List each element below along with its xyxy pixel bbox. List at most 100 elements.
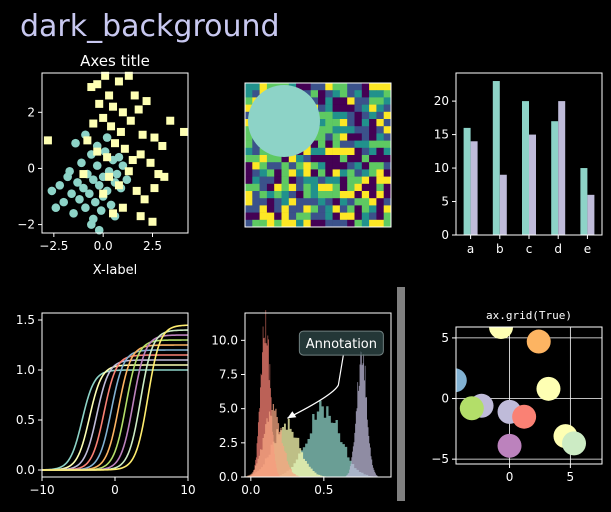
scatter-square-point <box>95 100 103 108</box>
y-tick-label: 0 <box>441 228 449 242</box>
heatmap-cell <box>347 220 355 228</box>
heatmap-cell <box>369 148 377 156</box>
heatmap-cell <box>274 177 282 185</box>
x-tick-label: 0.0 <box>94 239 113 253</box>
x-tick-label: 0 <box>111 483 119 497</box>
heatmap-cell <box>355 169 363 177</box>
heatmap-cell <box>252 184 260 192</box>
heatmap-cell <box>282 213 290 221</box>
scatter-square-point <box>107 122 115 130</box>
heatmap-cell <box>260 155 268 163</box>
x-tick-label: −10 <box>29 483 54 497</box>
heatmap-cell <box>347 112 355 120</box>
heatmap-cell <box>355 90 363 98</box>
bar <box>500 175 507 235</box>
heatmap-cell <box>260 83 268 91</box>
heatmap-cell <box>376 169 384 177</box>
heatmap-cell <box>376 213 384 221</box>
heatmap-cell <box>325 90 333 98</box>
heatmap-cell <box>325 119 333 127</box>
scatter-circle-point <box>77 159 86 168</box>
heatmap-cell <box>340 97 348 105</box>
scatter-square-point <box>131 91 139 99</box>
heatmap-cell <box>355 97 363 105</box>
heatmap-cell <box>355 177 363 185</box>
y-tick-label: 0.0 <box>219 470 238 484</box>
heatmap-cell <box>376 191 384 199</box>
heatmap-cell <box>340 112 348 120</box>
heatmap-cell <box>376 198 384 206</box>
scatter-square-point <box>137 212 145 220</box>
heatmap-cell <box>369 191 377 199</box>
heatmap-cell <box>318 169 326 177</box>
heatmap-cell <box>289 198 297 206</box>
grid-scatter-point <box>562 431 586 455</box>
heatmap-cell <box>355 126 363 134</box>
heatmap-cell <box>355 205 363 213</box>
heatmap-cell <box>340 191 348 199</box>
heatmap-cell <box>311 213 319 221</box>
sigmoid-line <box>42 365 188 470</box>
heatmap-cell <box>296 198 304 206</box>
heatmap-cell <box>347 83 355 91</box>
heatmap-cell <box>340 205 348 213</box>
scatter-axes: −2.5 0.0 2.5 −2 0 2 Axes title X-label <box>17 52 188 278</box>
heatmap-cell <box>296 162 304 170</box>
x-tick-label: 0.0 <box>241 483 260 497</box>
heatmap-cell <box>369 213 377 221</box>
heatmap-cell <box>333 169 341 177</box>
heatmap-cell <box>384 112 392 120</box>
heatmap-cell <box>252 148 260 156</box>
y-tick-label: 5 <box>441 195 449 209</box>
heatmap-cell <box>311 177 319 185</box>
heatmap-cell <box>303 205 311 213</box>
grid-scatter-title: ax.grid(True) <box>486 309 572 322</box>
heatmap-cell <box>311 169 319 177</box>
heatmap-cell <box>369 205 377 213</box>
heatmap-cell <box>245 97 253 105</box>
heatmap-cell <box>347 126 355 134</box>
scatter-circle-point <box>55 181 64 190</box>
scatter-circle-point <box>75 195 84 204</box>
scatter-circle-point <box>69 209 78 218</box>
heatmap-cell <box>296 155 304 163</box>
heatmap-cell <box>362 198 370 206</box>
heatmap-cell <box>362 177 370 185</box>
heatmap-cell <box>252 155 260 163</box>
heatmap-cell <box>267 191 275 199</box>
scatter-square-point <box>109 103 117 111</box>
heatmap-cell <box>252 162 260 170</box>
heatmap-cell <box>318 205 326 213</box>
heatmap-cell <box>267 177 275 185</box>
heatmap-cell <box>340 169 348 177</box>
heatmap-cell <box>303 191 311 199</box>
heatmap-cell <box>289 191 297 199</box>
scatter-square-point <box>150 184 158 192</box>
heatmap-cell <box>325 162 333 170</box>
heatmap-cell <box>245 90 253 98</box>
scatter-circle-point <box>71 139 80 148</box>
heatmap-cell <box>303 162 311 170</box>
heatmap-cell <box>376 133 384 141</box>
heatmap-cell <box>355 191 363 199</box>
heatmap-cell <box>376 220 384 228</box>
heatmap-cell <box>333 83 341 91</box>
heatmap-cell <box>369 220 377 228</box>
heatmap-cell <box>362 141 370 149</box>
heatmap-cell <box>347 205 355 213</box>
scatter-square-point <box>79 170 87 178</box>
heatmap-cell <box>355 105 363 113</box>
scatter-square-point <box>148 218 156 226</box>
heatmap-cell <box>267 162 275 170</box>
heatmap-cell <box>303 213 311 221</box>
heatmap-cell <box>267 220 275 228</box>
scatter-square-point <box>99 114 107 122</box>
heatmap-cell <box>318 90 326 98</box>
colorbar-strip <box>397 287 405 501</box>
heatmap-cell <box>333 148 341 156</box>
heatmap-cell <box>333 177 341 185</box>
heatmap-cell <box>311 162 319 170</box>
scatter-circle-point <box>65 167 74 176</box>
heatmap-cell <box>296 205 304 213</box>
image-axes <box>245 83 391 227</box>
